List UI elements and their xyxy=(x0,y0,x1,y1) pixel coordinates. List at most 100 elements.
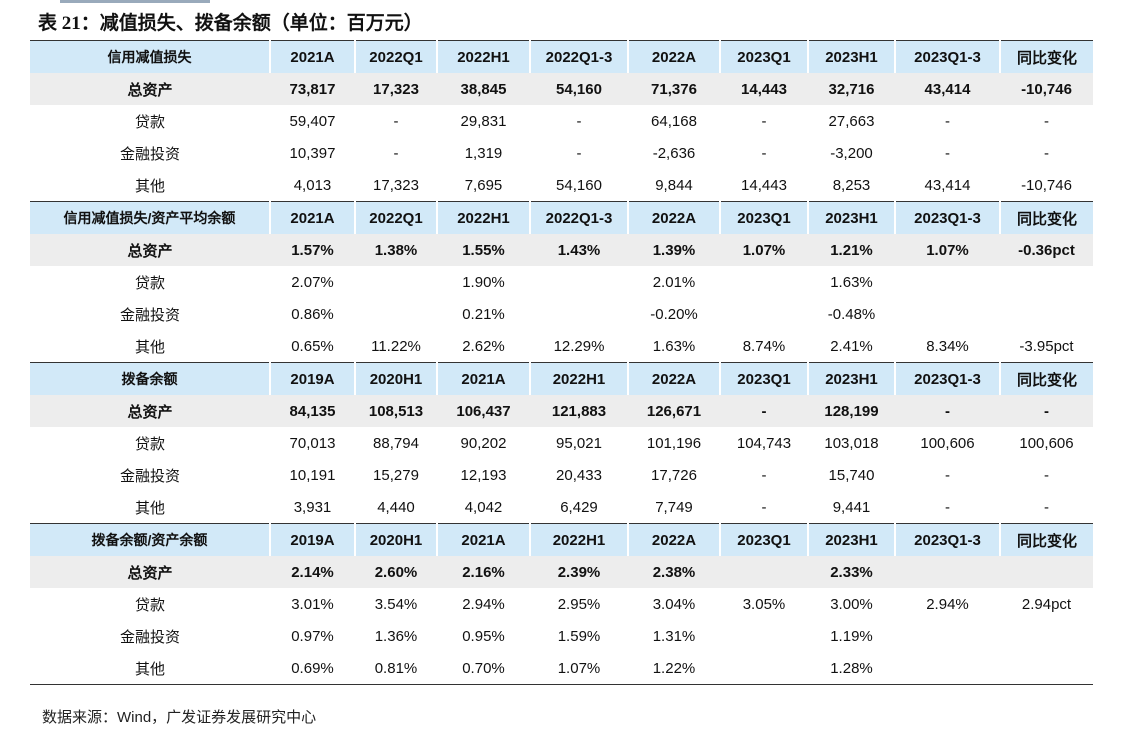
cell: 2.14% xyxy=(270,556,355,588)
header-cell: 同比变化 xyxy=(999,40,1093,73)
cell: 9,844 xyxy=(655,176,693,194)
cell: 9,441 xyxy=(832,498,871,516)
section-header-row: 拨备余额/资产余额 2019A 2020H1 2021A 2022H1 2022A 2023… xyxy=(30,523,1093,556)
cell: - xyxy=(895,395,1000,427)
header-cell: 2022A xyxy=(627,523,720,556)
cell xyxy=(895,266,1000,298)
header-cell: 2023Q1-3 xyxy=(894,40,1000,73)
header-cell: 2022Q1-3 xyxy=(529,40,628,73)
data-row: 贷款 70,013 88,794 90,202 95,021 101,196 104,743… xyxy=(30,427,1093,459)
cell: - xyxy=(393,112,399,130)
cell: 95,021 xyxy=(556,434,602,452)
cell: 3.04% xyxy=(652,595,696,613)
cell: 2.62% xyxy=(462,337,505,355)
cell: 64,168 xyxy=(651,112,697,130)
cell: 11.22% xyxy=(371,337,421,355)
cell: 8,253 xyxy=(832,176,871,194)
cell: 10,397 xyxy=(289,144,336,162)
cell: - xyxy=(1044,498,1049,516)
data-row: 贷款 59,407 - 29,831 - 64,168 - 27,663 - - xyxy=(30,105,1093,137)
cell: 17,726 xyxy=(651,466,697,484)
cell xyxy=(720,620,808,652)
header-cell: 2021A xyxy=(436,362,530,395)
header-cell: 2021A xyxy=(269,201,355,234)
cell: 1.07% xyxy=(895,234,1000,266)
cell: - xyxy=(1044,144,1049,162)
cell: 8.34% xyxy=(926,337,969,355)
cell: 2.94% xyxy=(926,595,969,613)
header-cell: 同比变化 xyxy=(999,523,1093,556)
cell: 1.43% xyxy=(530,234,628,266)
row-label: 其他 xyxy=(134,177,165,195)
cell xyxy=(895,620,1000,652)
row-label: 其他 xyxy=(134,660,165,678)
cell: 7,695 xyxy=(464,176,503,194)
cell xyxy=(530,298,628,330)
cell: 1.19% xyxy=(830,627,873,645)
cell: - xyxy=(761,498,767,516)
cell: 54,160 xyxy=(530,73,628,105)
cell: 90,202 xyxy=(460,434,507,452)
cell: 4,013 xyxy=(293,176,332,194)
cell: 38,845 xyxy=(437,73,530,105)
table-title: 表 21：减值损失、拨备余额（单位：百万元） xyxy=(38,13,423,34)
cell: 101,196 xyxy=(646,434,702,452)
cell: 8.74% xyxy=(742,337,786,355)
cell: 3.05% xyxy=(742,595,786,613)
cell: 100,606 xyxy=(920,434,975,452)
cell: 0.70% xyxy=(462,659,505,677)
cell: - xyxy=(393,144,399,162)
header-cell: 2022Q1-3 xyxy=(529,201,628,234)
cell: 2.07% xyxy=(291,273,334,291)
cell: - xyxy=(720,395,808,427)
cell: 108,513 xyxy=(355,395,437,427)
header-cell: 2022H1 xyxy=(529,362,628,395)
header-cell: 2022Q1 xyxy=(354,201,437,234)
cell: 0.21% xyxy=(462,305,505,323)
row-label: 总资产 xyxy=(30,234,270,266)
cell: 27,663 xyxy=(828,112,875,130)
cell: - xyxy=(761,112,767,130)
logo-bar xyxy=(60,0,210,3)
header-cell: 2023Q1 xyxy=(719,362,808,395)
row-label: 贷款 xyxy=(134,274,165,292)
header-cell: 信用减值损失 xyxy=(30,40,270,73)
cell: -10,746 xyxy=(1021,176,1072,194)
header-cell: 2022H1 xyxy=(436,201,530,234)
header-cell: 2023Q1-3 xyxy=(894,201,1000,234)
cell xyxy=(355,298,437,330)
cell: 1.63% xyxy=(830,273,873,291)
source-note: 数据来源：Wind，广发证券发展研究中心 xyxy=(42,709,317,726)
cell xyxy=(1000,620,1093,652)
cell: 2.94pct xyxy=(1021,595,1072,613)
cell: 1.38% xyxy=(355,234,437,266)
cell: 43,414 xyxy=(895,73,1000,105)
cell: 2.16% xyxy=(437,556,530,588)
cell: 0.86% xyxy=(291,305,334,323)
cell: 3,931 xyxy=(293,498,332,516)
cell: 2.01% xyxy=(652,273,696,291)
data-row: 金融投资 0.86% 0.21% -0.20% -0.48% xyxy=(30,298,1093,330)
header-cell: 2023Q1 xyxy=(719,201,808,234)
header-cell: 2022Q1 xyxy=(354,40,437,73)
cell: 121,883 xyxy=(530,395,628,427)
header-cell: 信用减值损失/资产平均余额 xyxy=(30,201,270,234)
header-cell: 2019A xyxy=(269,523,355,556)
row-label: 贷款 xyxy=(134,113,165,131)
header-cell: 拨备余额/资产余额 xyxy=(30,523,270,556)
cell xyxy=(720,556,808,588)
header-cell: 2023Q1 xyxy=(719,40,808,73)
row-label: 金融投资 xyxy=(119,628,180,646)
data-row: 其他 0.69% 0.81% 0.70% 1.07% 1.22% 1.28% xyxy=(30,652,1093,685)
cell xyxy=(1000,266,1093,298)
cell: 43,414 xyxy=(924,176,971,194)
cell: -0.20% xyxy=(650,305,698,323)
cell: 3.00% xyxy=(830,595,873,613)
cell: 100,606 xyxy=(1019,434,1074,452)
header-cell: 2023Q1 xyxy=(719,523,808,556)
row-label: 总资产 xyxy=(30,556,270,588)
header-cell: 2022H1 xyxy=(436,40,530,73)
cell: 128,199 xyxy=(808,395,895,427)
data-row: 其他 3,931 4,440 4,042 6,429 7,749 - 9,441 - - xyxy=(30,491,1093,524)
cell: 15,740 xyxy=(828,466,875,484)
